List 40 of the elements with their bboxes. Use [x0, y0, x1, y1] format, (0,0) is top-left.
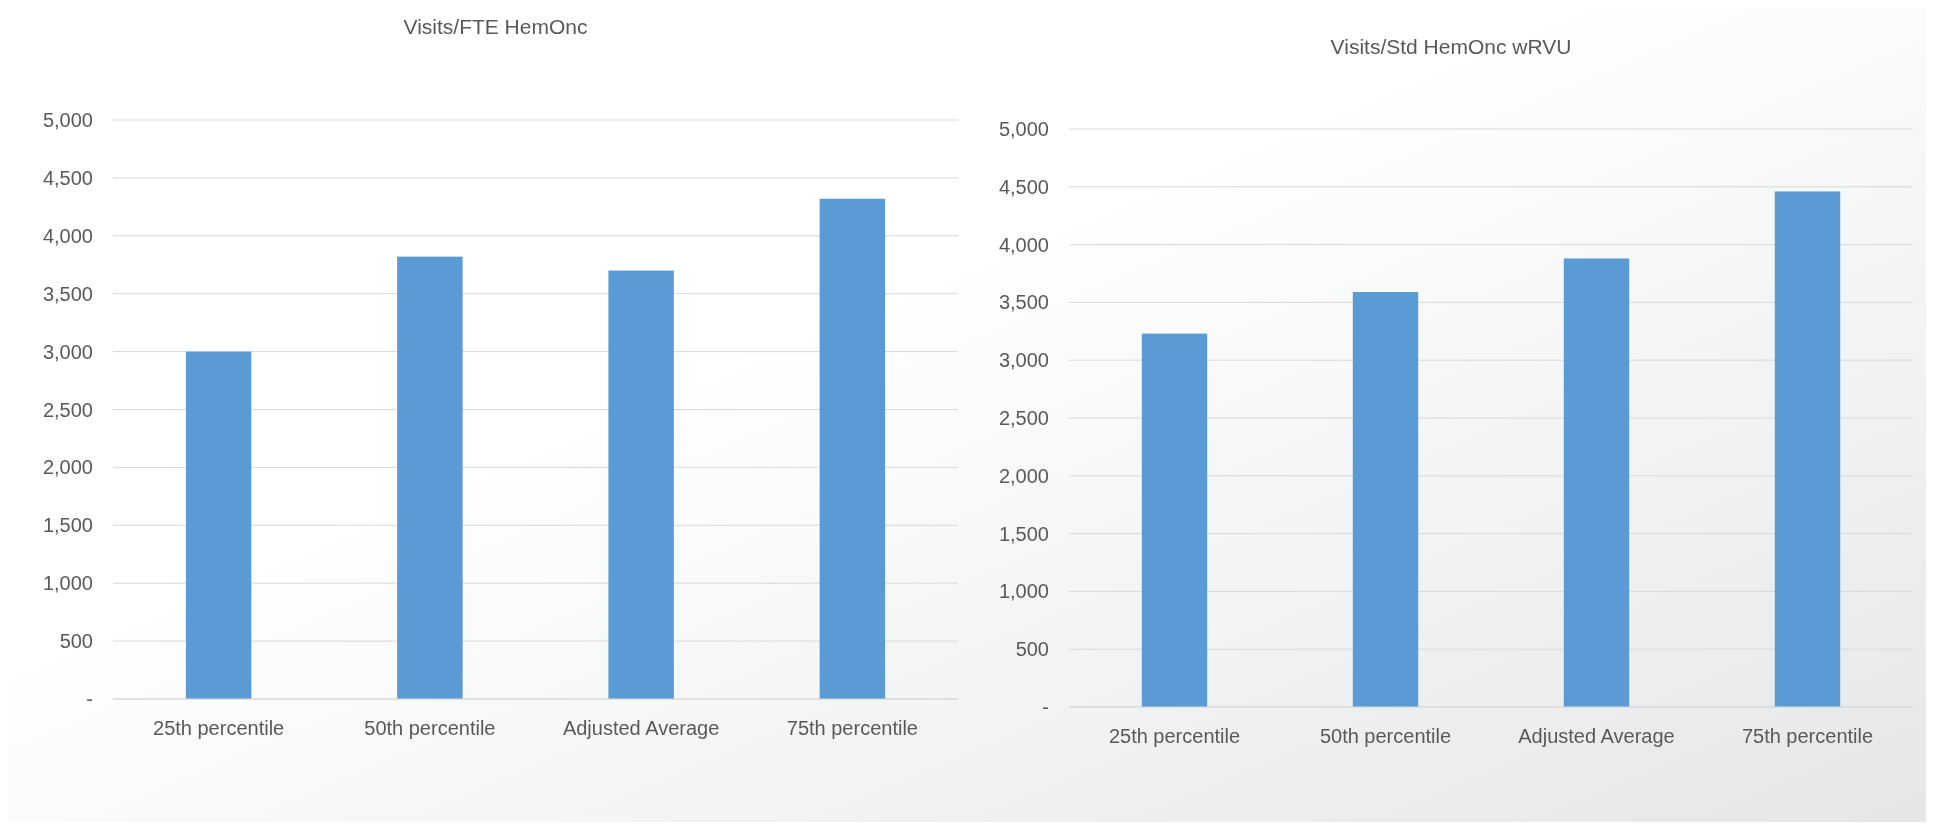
y-tick-label: - — [86, 688, 93, 710]
chart-title: Visits/FTE HemOnc — [403, 15, 588, 38]
y-tick-label: 1,500 — [42, 514, 93, 537]
y-tick-label: 2,500 — [42, 398, 93, 421]
bar — [819, 198, 886, 699]
y-tick-label: 3,000 — [998, 349, 1049, 372]
bar — [1141, 333, 1208, 707]
y-tick-label: 5,000 — [42, 109, 93, 131]
x-tick-label: 25th percentile — [1108, 725, 1241, 747]
y-tick-label: 2,000 — [42, 456, 93, 479]
y-tick-label: 4,000 — [998, 233, 1049, 256]
x-tick-label: 25th percentile — [153, 717, 285, 739]
bar — [1774, 191, 1841, 707]
bar — [1352, 292, 1419, 707]
x-tick-label: Adjusted Average — [562, 717, 720, 739]
y-tick-label: 3,000 — [42, 340, 93, 363]
y-tick-label: 500 — [1015, 638, 1049, 661]
chart-title: Visits/Std HemOnc wRVU — [1330, 35, 1572, 58]
y-tick-label: 2,000 — [998, 464, 1049, 487]
y-tick-label: 3,500 — [42, 282, 93, 305]
bar — [397, 256, 463, 699]
y-tick-label: 4,500 — [998, 175, 1049, 198]
y-tick-label: 4,500 — [42, 166, 93, 189]
x-tick-label: 75th percentile — [786, 717, 918, 739]
y-tick-label: 1,500 — [998, 522, 1049, 545]
y-tick-label: 1,000 — [42, 572, 93, 595]
y-tick-label: 2,500 — [998, 407, 1049, 429]
x-tick-label: Adjusted Average — [1518, 725, 1675, 747]
x-tick-label: 75th percentile — [1741, 725, 1874, 747]
bar — [185, 351, 252, 699]
y-tick-label: 1,000 — [998, 580, 1049, 603]
y-tick-label: 5,000 — [998, 118, 1049, 140]
x-tick-label: 50th percentile — [364, 717, 496, 739]
y-tick-label: 3,500 — [998, 291, 1049, 314]
y-tick-label: 4,000 — [42, 224, 93, 247]
x-tick-label: 50th percentile — [1319, 725, 1452, 747]
y-tick-label: 500 — [59, 630, 93, 653]
bar — [1563, 258, 1630, 707]
y-tick-label: - — [1042, 696, 1049, 718]
bar — [608, 270, 674, 699]
